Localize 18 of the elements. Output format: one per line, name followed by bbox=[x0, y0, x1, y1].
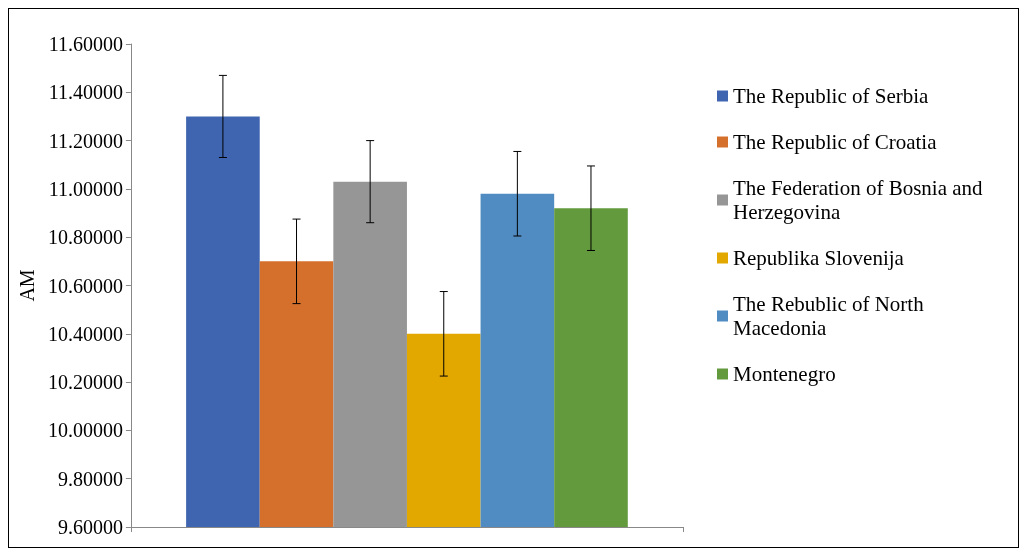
y-tick-label: 11.60000 bbox=[48, 33, 123, 55]
y-tick-label: 11.40000 bbox=[48, 81, 123, 104]
legend-label: The Rebublic of North Macedonia bbox=[733, 292, 929, 340]
legend-label: Republika Slovenija bbox=[733, 246, 905, 270]
y-tick-label: 9.80000 bbox=[57, 467, 123, 490]
y-tick-label: 11.00000 bbox=[48, 177, 123, 200]
y-tick-label: 10.80000 bbox=[47, 226, 123, 249]
legend-label: The Federation of Bosnia and Herzegovina bbox=[733, 176, 988, 224]
legend-label: The Republic of Croatia bbox=[733, 130, 938, 154]
legend-label: The Republic of Serbia bbox=[733, 84, 930, 108]
legend-label: Montenegro bbox=[733, 362, 836, 386]
y-tick-label: 10.00000 bbox=[47, 419, 123, 442]
y-tick-label: 10.60000 bbox=[47, 274, 123, 297]
y-tick-label: 11.20000 bbox=[48, 129, 123, 152]
y-axis-title: AM bbox=[16, 269, 38, 302]
y-tick-label: 10.40000 bbox=[47, 322, 123, 345]
y-tick-label: 9.60000 bbox=[57, 516, 123, 538]
y-tick-label: 10.20000 bbox=[47, 371, 123, 394]
